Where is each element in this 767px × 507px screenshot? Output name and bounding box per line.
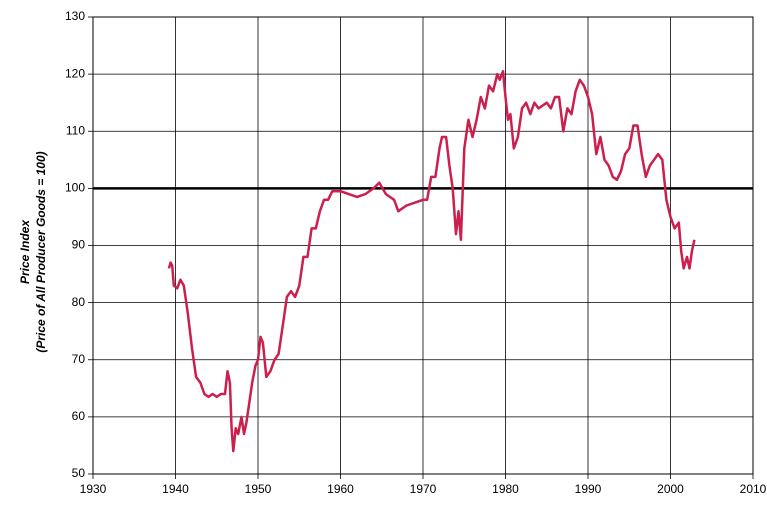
x-tick-label: 1980 [492,482,519,496]
y-tick-label: 100 [65,181,85,195]
y-axis-label: (Price of All Producer Goods = 100) [34,151,48,352]
x-tick-label: 1930 [80,482,107,496]
x-tick-label: 2000 [657,482,684,496]
y-tick-label: 70 [72,352,86,366]
y-axis-label: Price Index [18,219,32,284]
x-tick-label: 1990 [575,482,602,496]
y-tick-label: 120 [65,66,85,80]
x-tick-label: 1960 [327,482,354,496]
y-tick-label: 110 [66,123,85,137]
y-tick-label: 50 [72,466,86,480]
y-tick-label: 60 [72,409,86,423]
y-tick-label: 90 [72,238,86,252]
y-tick-label: 130 [65,9,85,23]
y-tick-label: 80 [72,295,86,309]
x-tick-label: 2010 [740,482,767,496]
x-tick-label: 1940 [162,482,189,496]
x-tick-label: 1950 [245,482,272,496]
data-line [167,70,696,453]
x-tick-label: 1970 [410,482,437,496]
